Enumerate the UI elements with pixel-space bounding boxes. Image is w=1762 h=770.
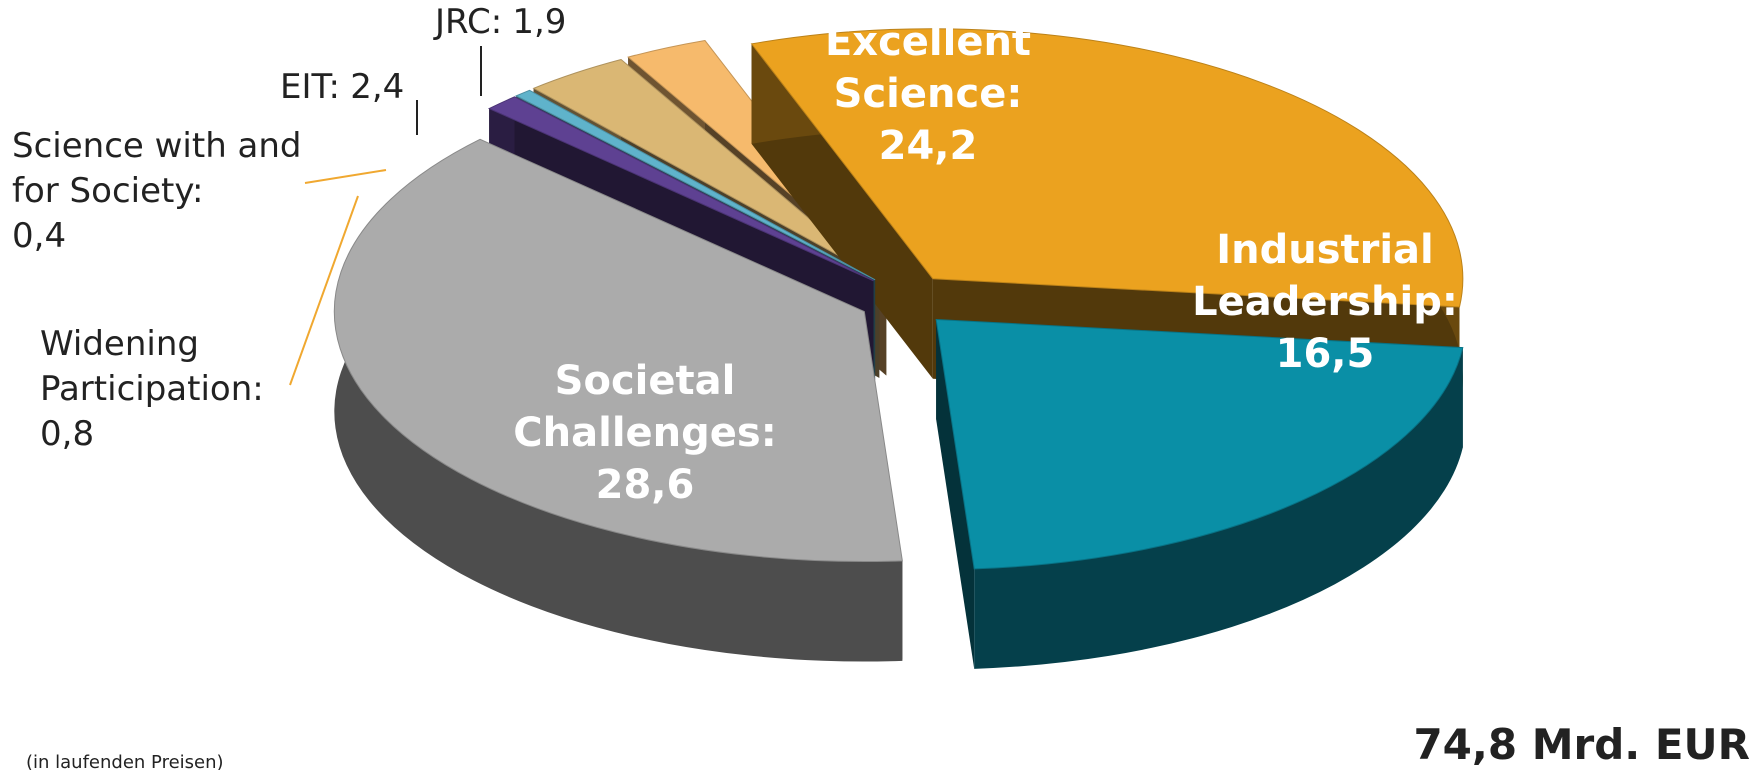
total-label: 74,8 Mrd. EUR [1413, 720, 1750, 769]
slice-top [935, 318, 1464, 570]
slice-top [488, 96, 874, 282]
slice-side [334, 139, 903, 662]
category-label: EIT: [280, 67, 340, 107]
category-label: Societal Challenges: [513, 358, 777, 456]
value-label: 24,2 [878, 123, 978, 169]
leader-line [304, 169, 387, 184]
category-label: JRC: [435, 2, 503, 42]
value-label: 1,9 [512, 2, 567, 42]
slice-label: Science with and for Society: 0,4 [12, 124, 312, 259]
category-label: Widening Participation: [40, 324, 264, 409]
leader-line [289, 195, 359, 386]
value-label: 2,4 [350, 67, 405, 107]
category-label: Science with and for Society: [12, 126, 302, 211]
category-label: Industrial Leadership: [1192, 227, 1458, 325]
slice-side [974, 347, 1463, 669]
value-label: 16,5 [1275, 331, 1375, 377]
slice-top [515, 89, 876, 281]
slice-label: EIT: 2,4 [280, 65, 404, 110]
slice-label: Societal Challenges: 28,6 [495, 355, 795, 511]
slice-label: Industrial Leadership: 16,5 [1175, 224, 1475, 380]
slice-label: Excellent Science: 24,2 [778, 16, 1078, 172]
slice [935, 318, 1464, 669]
slice [333, 138, 903, 662]
value-label: 28,6 [595, 462, 695, 508]
value-label: 0,8 [40, 414, 95, 454]
slice-top [750, 28, 1464, 308]
note: (in laufenden Preisen) [26, 752, 224, 770]
slice-top [532, 58, 880, 279]
slice-label: Widening Participation: 0,8 [40, 322, 300, 457]
category-label: Excellent Science: [824, 19, 1032, 117]
slice-top [333, 138, 903, 563]
slice-label: JRC: 1,9 [435, 0, 566, 45]
slice-radial-wall [936, 319, 975, 669]
value-label: 0,4 [12, 216, 67, 256]
